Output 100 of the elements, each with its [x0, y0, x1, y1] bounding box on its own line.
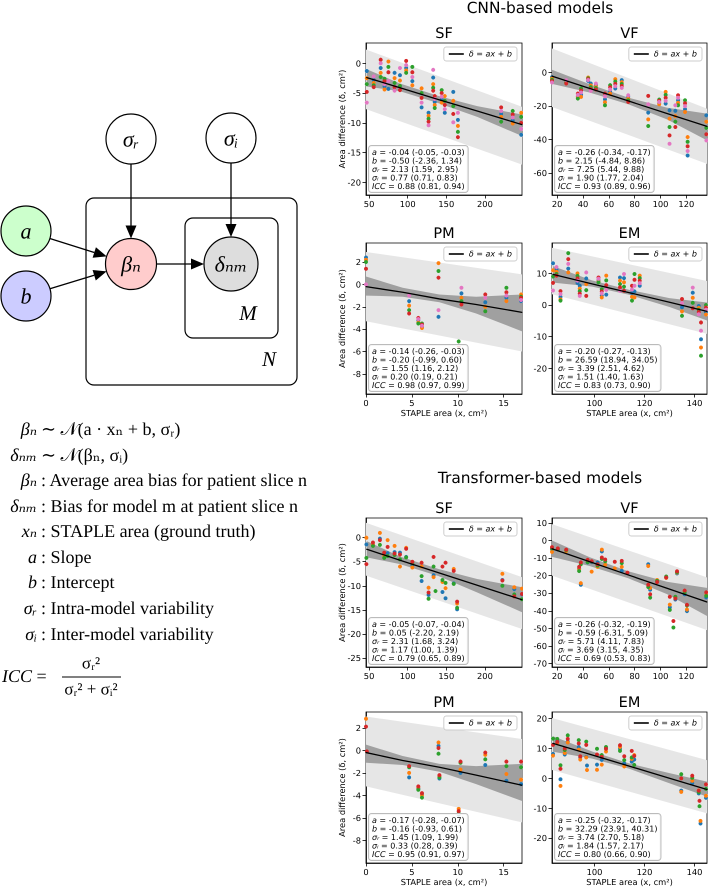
x-axis-title: STAPLE area (x, cm²)	[586, 877, 673, 887]
annotation: ICC = 0.88 (0.81, 0.94)	[372, 182, 465, 192]
x-tick-label: 100	[586, 398, 602, 408]
x-axis-title: STAPLE area (x, cm²)	[400, 408, 488, 418]
annotation: a = -0.14 (-0.26, -0.03)	[372, 346, 465, 356]
x-tick-label: 80	[629, 199, 640, 209]
y-tick-label: -40	[533, 606, 547, 616]
text: δₙₘ	[214, 252, 248, 276]
x-tick-label: 50	[364, 199, 374, 209]
annotation: b = 26.59 (18.94, 34.05)	[558, 355, 658, 364]
y-axis-title: Area difference (δ, cm²)	[337, 70, 347, 168]
x-tick-label: 120	[678, 199, 694, 209]
chart-title: PM	[433, 226, 455, 242]
x-tick-label: 0	[363, 398, 369, 408]
y-tick-label: -10	[533, 332, 547, 342]
y-tick-label: -60	[533, 640, 547, 651]
annotation: b = 32.29 (23.91, 40.31)	[558, 824, 658, 834]
x-tick-label: 40	[578, 671, 588, 681]
y-tick-label: -60	[533, 168, 547, 178]
chart-title: VF	[620, 501, 639, 517]
annotation: a = -0.26 (-0.32, -0.19)	[558, 620, 651, 629]
text: δₙₘ ∼ 𝒩(βₙ, σᵢ)	[10, 445, 128, 465]
y-tick-label: -2	[352, 768, 361, 778]
y-tick-label: -8	[352, 368, 361, 379]
text: σᵣ² + σᵢ²	[64, 680, 118, 698]
x-tick-label: 120	[636, 398, 652, 408]
y-tick-label: -20	[347, 628, 361, 639]
text: σᵢ : Inter-model variability	[25, 624, 214, 644]
text: xₙ : STAPLE area (ground truth)	[20, 521, 256, 541]
legend-label: δ = ax + b	[654, 524, 697, 534]
text: σᵣ²	[82, 654, 100, 672]
x-tick-label: 140	[686, 398, 702, 408]
legend-label: δ = ax + b	[468, 718, 512, 728]
text: M	[238, 301, 258, 325]
chart-title: SF	[435, 501, 453, 517]
legend-label: δ = ax + b	[654, 718, 697, 728]
text: δₙₘ : Bias for model m at patient slice n	[10, 496, 298, 516]
y-tick-label: -20	[347, 177, 361, 188]
x-tick-label: 60	[604, 671, 614, 681]
y-tick-label: 2	[356, 722, 361, 733]
x-axis-title: STAPLE area (x, cm²)	[586, 408, 673, 418]
legend-label: δ = ax + b	[468, 524, 512, 534]
x-tick-label: 5	[409, 867, 415, 877]
annotation: σᵢ = 1.84 (1.57, 2.17)	[558, 842, 644, 851]
chart-title: PM	[433, 695, 455, 711]
x-tick-label: 120	[678, 671, 694, 681]
annotation: ICC = 0.93 (0.89, 0.96)	[558, 182, 651, 192]
annotation: a = -0.05 (-0.07, -0.04)	[372, 620, 465, 629]
y-tick-label: -20	[533, 363, 547, 374]
y-tick-label: -4	[352, 324, 361, 334]
annotation: a = -0.04 (-0.05, -0.03)	[372, 148, 465, 157]
y-tick-label: -10	[347, 580, 361, 591]
y-tick-label: 10	[536, 518, 547, 528]
annotation: σᵣ = 7.25 (5.44, 9.88)	[558, 165, 644, 174]
annotation: σᵣ = 3.74 (2.70, 5.18)	[558, 833, 644, 842]
annotation: b = -0.16 (-0.93, 0.61)	[372, 824, 462, 834]
text: CNN-based models	[466, 0, 614, 17]
annotation: σᵢ = 1.51 (1.40, 1.63)	[558, 372, 644, 382]
x-tick-label: 60	[604, 199, 614, 209]
chart-title: VF	[620, 26, 639, 42]
x-tick-label: 100	[400, 199, 416, 209]
x-tick-label: 150	[438, 671, 454, 681]
annotation: ICC = 0.83 (0.73, 0.90)	[558, 381, 651, 390]
annotation: ICC = 0.98 (0.97, 0.99)	[372, 381, 465, 390]
y-tick-label: -5	[352, 88, 361, 98]
x-tick-label: 15	[498, 867, 509, 877]
x-tick-label: 200	[477, 671, 493, 681]
text: σᵢ	[224, 126, 238, 150]
annotation: σᵢ = 1.17 (1.00, 1.39)	[372, 646, 458, 655]
text: b	[20, 284, 32, 308]
x-tick-label: 50	[364, 671, 374, 681]
y-tick-label: -20	[533, 100, 547, 111]
annotation: a = -0.20 (-0.27, -0.13)	[558, 346, 651, 356]
annotation: ICC = 0.95 (0.91, 0.97)	[372, 850, 465, 860]
y-tick-label: 0	[542, 773, 547, 784]
annotation: ICC = 0.80 (0.66, 0.90)	[558, 850, 651, 860]
chart-title: SF	[435, 26, 453, 42]
text: βₙ ∼ 𝒩(a · xₙ + b, σᵣ)	[20, 419, 180, 439]
x-tick-label: 20	[552, 671, 562, 681]
annotation: b = -0.50 (-2.36, 1.34)	[372, 156, 462, 166]
y-tick-label: -70	[533, 658, 547, 668]
legend-label: δ = ax + b	[654, 50, 697, 58]
text: N	[260, 347, 277, 371]
y-tick-label: -10	[533, 803, 547, 814]
y-tick-label: 10	[536, 268, 547, 278]
x-tick-label: 140	[686, 867, 702, 877]
y-tick-label: 0	[356, 279, 361, 290]
y-tick-label: -30	[533, 588, 547, 598]
chart-title: EM	[618, 226, 640, 242]
annotation: σᵢ = 3.69 (3.15, 4.35)	[558, 646, 644, 655]
x-tick-label: 120	[636, 867, 652, 877]
y-tick-label: 0	[542, 300, 547, 310]
annotation: σᵣ = 2.31 (1.68, 3.24)	[372, 637, 458, 646]
y-tick-label: -20	[533, 570, 547, 581]
annotation: σᵣ = 3.39 (2.51, 4.62)	[558, 364, 644, 373]
y-tick-label: -5	[352, 556, 361, 567]
text: b : Intercept	[28, 572, 114, 592]
y-tick-label: -50	[533, 623, 547, 634]
text: σᵣ	[122, 126, 140, 152]
annotation: σᵢ = 0.20 (0.19, 0.21)	[372, 372, 458, 382]
